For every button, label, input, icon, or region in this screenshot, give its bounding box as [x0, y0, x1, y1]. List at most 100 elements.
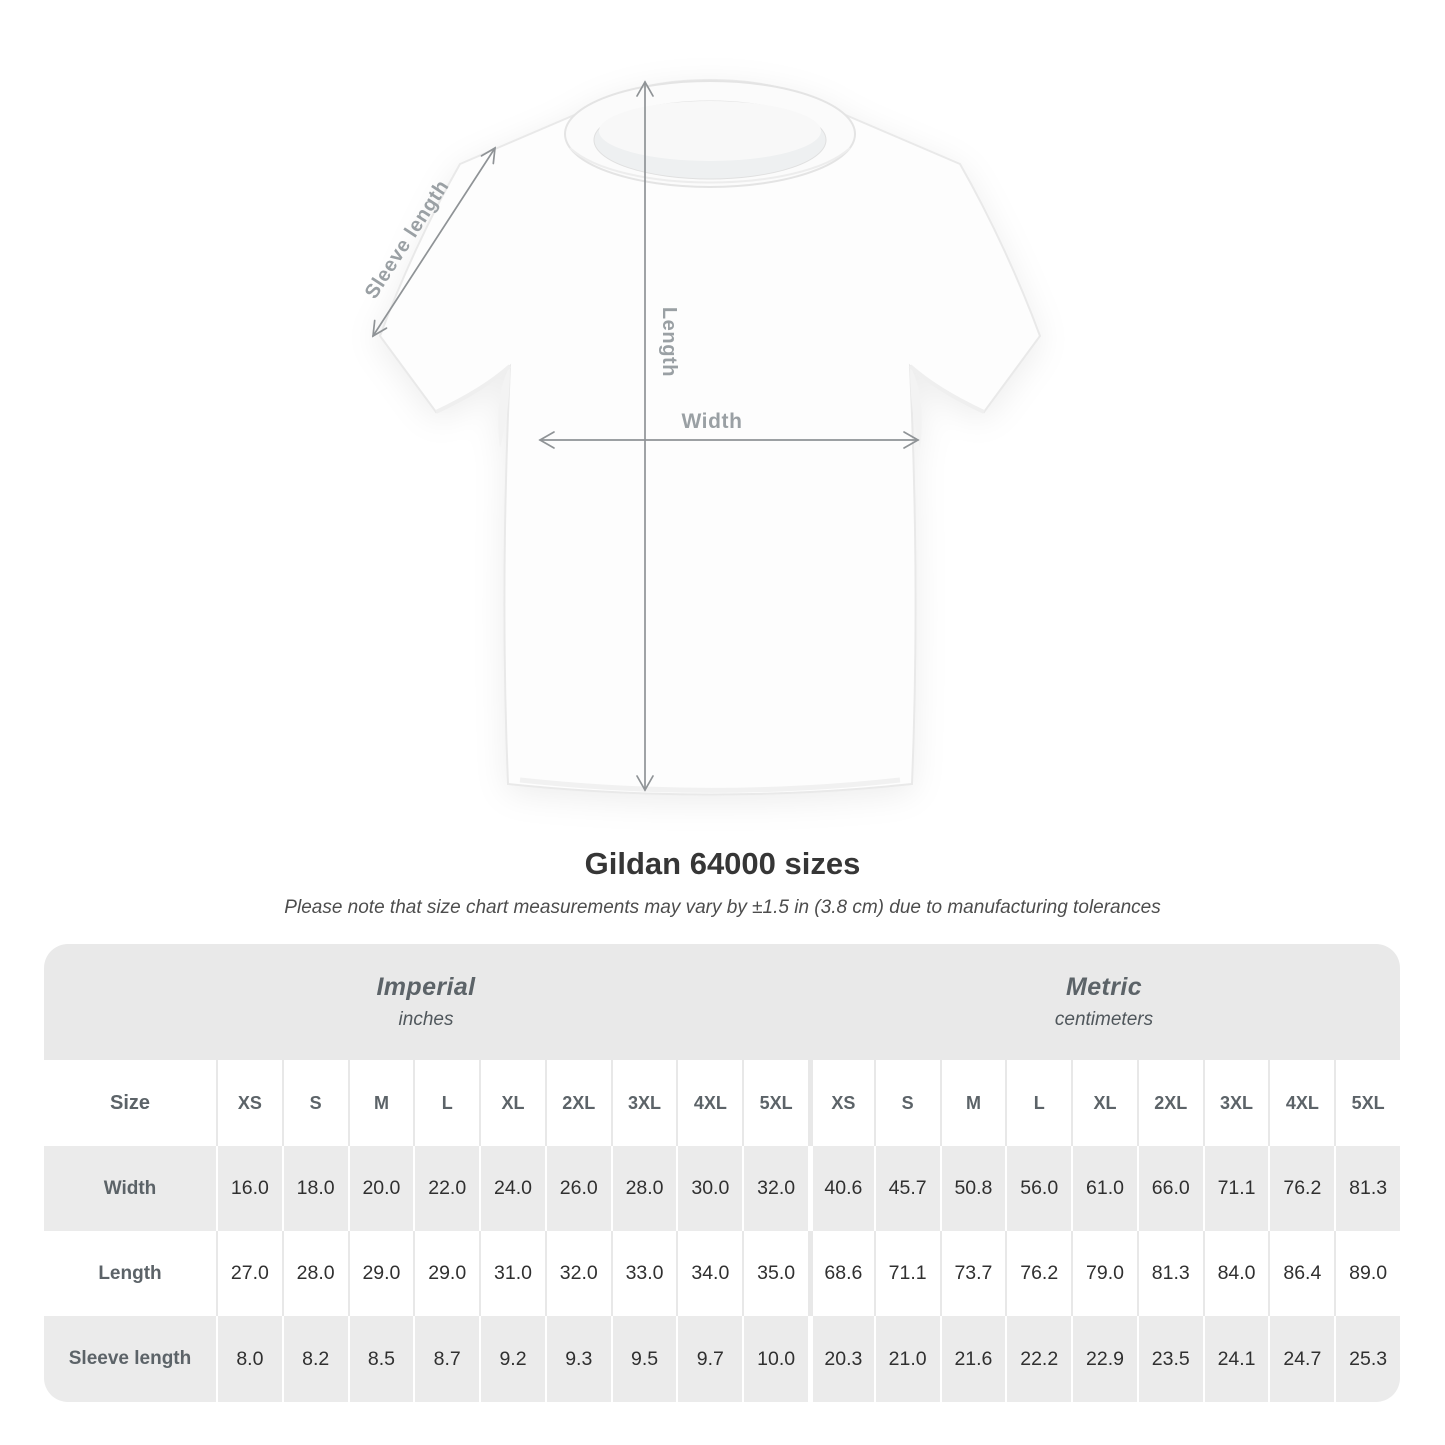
imperial-group-name: Imperial [376, 973, 476, 1001]
value-cell: 8.5 [347, 1316, 414, 1402]
tshirt-illustration [371, 78, 1042, 796]
size-header-cell: M [939, 1060, 1006, 1146]
value-cell: 21.0 [873, 1316, 940, 1402]
value-cell: 27.0 [216, 1231, 282, 1316]
value-cell: 16.0 [216, 1146, 282, 1231]
value-cell: 9.2 [479, 1316, 545, 1402]
value-cell: 28.0 [610, 1146, 677, 1231]
size-header-cell: XL [1071, 1060, 1137, 1146]
value-cell: 66.0 [1136, 1146, 1203, 1231]
value-cell: 76.2 [1005, 1231, 1072, 1316]
size-header-cell: 3XL [610, 1060, 677, 1146]
metric-group-header: Metric centimeters [808, 944, 1400, 1060]
value-cell: 50.8 [939, 1146, 1006, 1231]
value-cell: 71.1 [1202, 1146, 1269, 1231]
value-cell: 33.0 [610, 1231, 677, 1316]
tshirt-diagram [360, 68, 1060, 808]
value-cell: 29.0 [347, 1231, 414, 1316]
metric-group-unit: centimeters [1054, 1009, 1154, 1030]
value-cell: 73.7 [939, 1231, 1006, 1316]
length-arrow [636, 80, 654, 792]
value-cell: 24.1 [1202, 1316, 1269, 1402]
value-cell: 21.6 [939, 1316, 1006, 1402]
value-cell: 8.0 [216, 1316, 282, 1402]
size-header-cell: 5XL [1334, 1060, 1400, 1146]
size-header-cell: 2XL [544, 1060, 611, 1146]
width-dimension-label: Width [681, 410, 743, 433]
width-arrow [538, 431, 920, 449]
value-cell: 8.7 [413, 1316, 480, 1402]
imperial-group-header: Imperial inches [44, 944, 808, 1060]
value-cell: 86.4 [1268, 1231, 1335, 1316]
value-cell: 28.0 [281, 1231, 348, 1316]
row-label: Sleeve length [44, 1316, 216, 1402]
value-cell: 40.6 [808, 1146, 874, 1231]
value-cell: 79.0 [1071, 1231, 1137, 1316]
value-cell: 10.0 [742, 1316, 808, 1402]
right-underarm-shadow [910, 366, 922, 448]
size-header-cell: S [281, 1060, 348, 1146]
value-cell: 32.0 [544, 1231, 611, 1316]
value-cell: 81.3 [1136, 1231, 1203, 1316]
value-cell: 56.0 [1005, 1146, 1072, 1231]
size-header-cell: L [413, 1060, 480, 1146]
size-header-cell: M [347, 1060, 414, 1146]
row-label: Width [44, 1146, 216, 1231]
size-header-cell: S [873, 1060, 940, 1146]
value-cell: 29.0 [413, 1231, 480, 1316]
value-cell: 34.0 [676, 1231, 743, 1316]
left-sleeve-seam [435, 364, 512, 414]
sleeve-length-arrow [371, 146, 497, 338]
size-column-label: Size [44, 1060, 216, 1146]
value-cell: 26.0 [544, 1146, 611, 1231]
value-cell: 23.5 [1136, 1316, 1203, 1402]
value-cell: 18.0 [281, 1146, 348, 1231]
value-cell: 81.3 [1334, 1146, 1400, 1231]
value-cell: 84.0 [1202, 1231, 1269, 1316]
value-cell: 24.7 [1268, 1316, 1335, 1402]
page-title: Gildan 64000 sizes [584, 846, 861, 881]
size-header-cell: 4XL [676, 1060, 743, 1146]
value-cell: 71.1 [873, 1231, 940, 1316]
left-underarm-shadow [498, 366, 510, 448]
value-cell: 45.7 [873, 1146, 940, 1231]
value-cell: 61.0 [1071, 1146, 1137, 1231]
size-header-cell: 4XL [1268, 1060, 1335, 1146]
size-header-cell: XS [808, 1060, 874, 1146]
size-header-cell: 5XL [742, 1060, 808, 1146]
metric-group-name: Metric [1065, 973, 1143, 1001]
value-cell: 8.2 [281, 1316, 348, 1402]
imperial-group-unit: inches [398, 1009, 454, 1030]
size-header-cell: 2XL [1136, 1060, 1203, 1146]
value-cell: 20.0 [347, 1146, 414, 1231]
value-cell: 31.0 [479, 1231, 545, 1316]
value-cell: 22.2 [1005, 1316, 1072, 1402]
value-cell: 25.3 [1334, 1316, 1400, 1402]
size-header-cell: 3XL [1202, 1060, 1269, 1146]
size-header-cell: XS [216, 1060, 282, 1146]
value-cell: 68.6 [808, 1231, 874, 1316]
length-dimension-label: Length [658, 306, 680, 378]
value-cell: 22.9 [1071, 1316, 1137, 1402]
value-cell: 24.0 [479, 1146, 545, 1231]
value-cell: 22.0 [413, 1146, 480, 1231]
size-header-cell: XL [479, 1060, 545, 1146]
hem-shadow [519, 777, 901, 793]
value-cell: 76.2 [1268, 1146, 1335, 1231]
value-cell: 32.0 [742, 1146, 808, 1231]
value-cell: 9.5 [610, 1316, 677, 1402]
right-sleeve-seam [908, 364, 985, 414]
value-cell: 20.3 [808, 1316, 874, 1402]
collar-bottom-seam [569, 147, 851, 184]
row-label: Length [44, 1231, 216, 1316]
value-cell: 35.0 [742, 1231, 808, 1316]
tolerance-note: Please note that size chart measurements… [284, 897, 1161, 918]
size-header-cell: L [1005, 1060, 1072, 1146]
collar-inner-back [599, 101, 821, 161]
value-cell: 9.3 [544, 1316, 611, 1402]
value-cell: 30.0 [676, 1146, 743, 1231]
size-table: Imperial inches Metric centimeters Size X… [44, 944, 1400, 1402]
value-cell: 89.0 [1334, 1231, 1400, 1316]
value-cell: 9.7 [676, 1316, 743, 1402]
